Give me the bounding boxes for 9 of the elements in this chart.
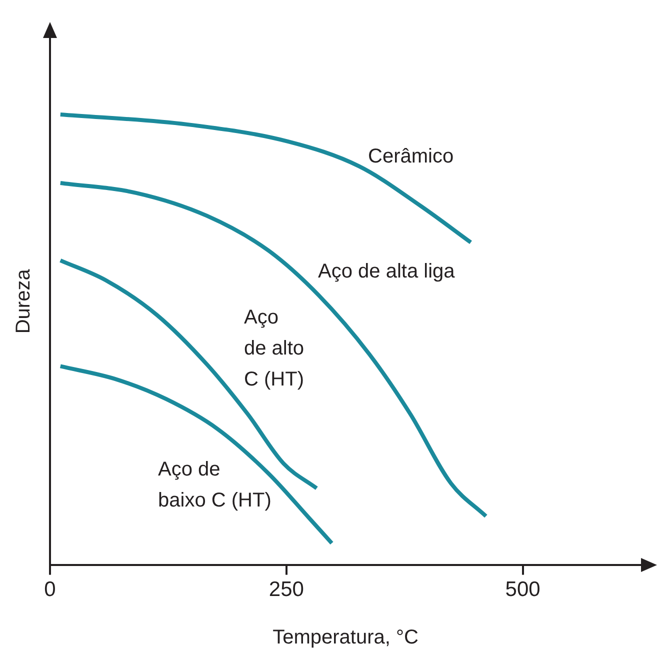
x-axis-title: Temperatura, °C bbox=[272, 626, 418, 649]
series-label: Aço de alta liga bbox=[318, 260, 456, 283]
x-tick-label: 500 bbox=[505, 578, 540, 602]
series-label: Aço de baixo C (HT) bbox=[158, 458, 272, 512]
x-tick-label: 0 bbox=[44, 578, 56, 602]
series-label: Cerâmico bbox=[368, 146, 454, 168]
series-label: Aço de alto C (HT) bbox=[244, 306, 304, 391]
y-axis-title: Dureza bbox=[12, 268, 35, 334]
x-tick-label: 250 bbox=[268, 578, 304, 602]
